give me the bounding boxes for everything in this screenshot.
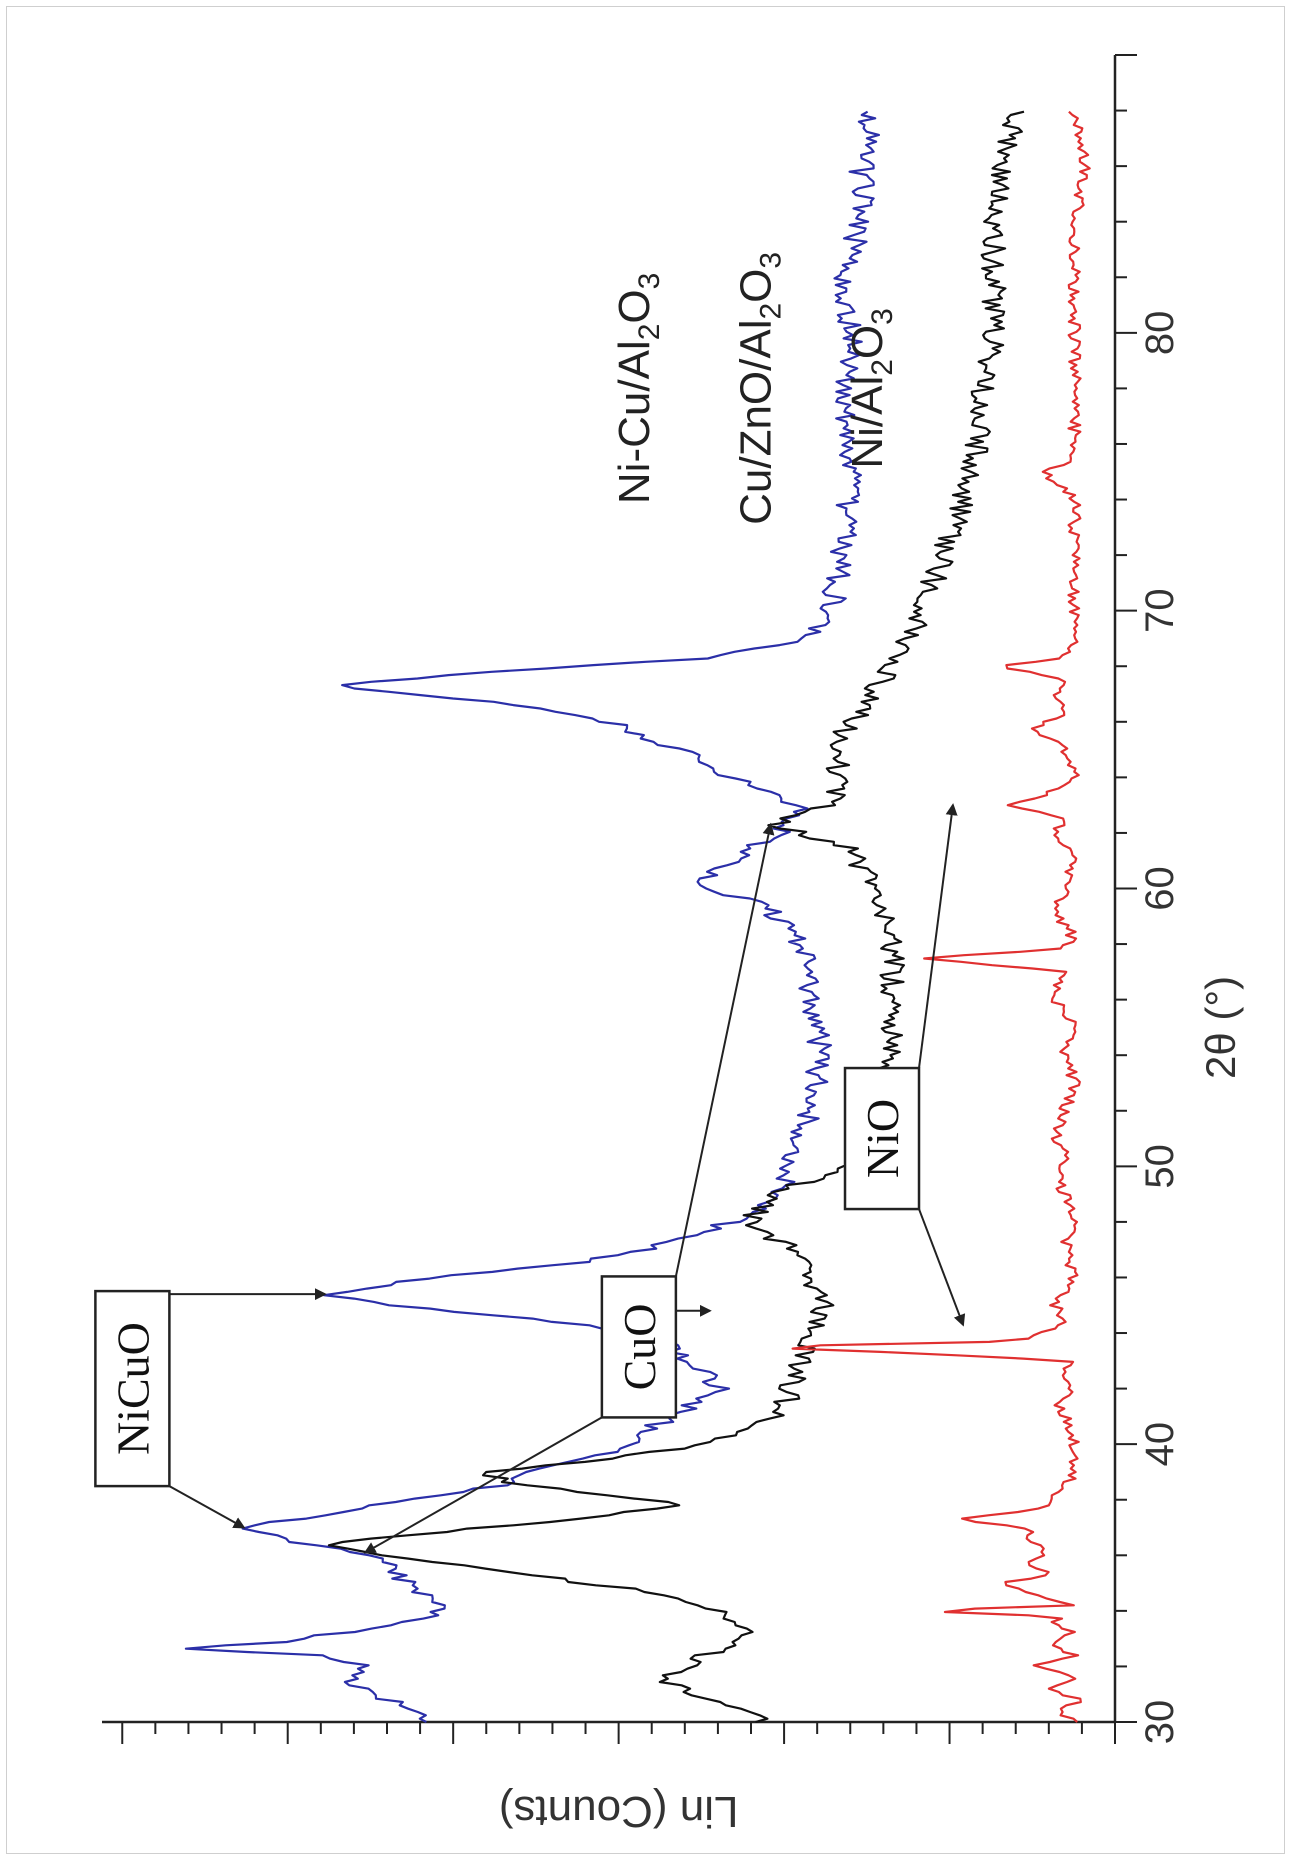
annotation-label: NiCuO [107,1322,158,1455]
series-label-part: 2 [633,324,666,341]
series-label-part: 3 [755,252,788,269]
y-axis-label: Lin (Counts) [499,1787,739,1836]
series-line [791,110,1091,1723]
annotation-arrow [363,1416,603,1554]
x-tick-label: 40 [1138,1422,1182,1467]
series-group [184,110,1091,1724]
annotation-arrow [918,1208,966,1327]
x-tick-label: 30 [1138,1700,1182,1745]
chart-frame: 30 40 50 60 70 80 2θ (°) Lin (Counts) NiCuO CuO N… [6,6,1285,1854]
annotation-box [94,1289,171,1488]
x-axis-label: 2θ (°) [1197,976,1244,1079]
series-label: Ni-Cu/Al2O3 [610,273,666,504]
x-tick-label: 80 [1138,311,1182,356]
annotation-label: NiO [857,1099,908,1178]
annotation-box [600,1275,678,1419]
series-line [327,110,1025,1724]
series-label: Cu/ZnO/Al2O3 [732,252,788,525]
series-label: Ni/Al2O3 [843,308,899,469]
annotation-box [843,1066,921,1211]
series-label-part: 2 [755,303,788,320]
annotation-arrow [168,1485,246,1529]
x-tick-label: 60 [1138,866,1182,911]
series-label-part: Ni-Cu/Al [610,340,659,504]
axes: 30 40 50 60 70 80 2θ (°) Lin (Counts) [102,54,1244,1836]
series-label-part: Ni/Al [843,376,892,469]
series-label-part: 3 [633,273,666,290]
annotation-label: CuO [614,1303,665,1390]
series-label-part: 3 [866,308,899,325]
series-label-part: Cu/ZnO/Al [732,320,781,525]
x-tick-label: 50 [1138,1144,1182,1189]
series-line [184,110,880,1723]
annotations-group: NiCuO CuO NiO [94,803,966,1554]
series-label-part: O [610,289,659,323]
x-tick-label: 70 [1138,588,1182,633]
series-label-part: O [732,269,781,303]
annotation-arrow [674,822,775,1277]
annotation-arrow [918,803,958,1069]
series-label-part: 2 [866,359,899,376]
series-label-part: O [843,325,892,359]
